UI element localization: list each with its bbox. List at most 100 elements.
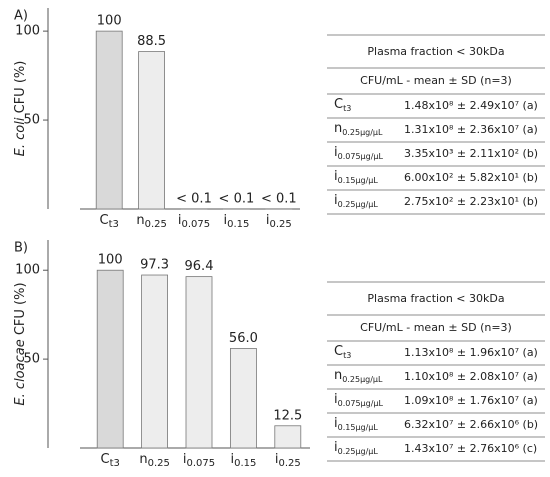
row-label-main: C xyxy=(334,97,343,112)
y-axis-label-italic: E. cloacae xyxy=(13,339,28,405)
panel-label: B) xyxy=(14,241,28,256)
row-value: 6.00x10² ± 5.82x10¹ (b) xyxy=(404,171,538,184)
bar xyxy=(141,274,169,449)
x-tick-label: i0.25 xyxy=(266,213,292,231)
x-tick-label-sub: 0.075 xyxy=(186,458,215,469)
table-header: CFU/mL - mean ± SD (n=3) xyxy=(360,74,512,87)
bar xyxy=(138,51,166,210)
row-label: i0.075µg/µL xyxy=(334,145,383,161)
row-value: 1.43x10⁷ ± 2.76x10⁶ (c) xyxy=(404,442,537,455)
panel-label: A) xyxy=(14,9,28,24)
y-axis-label: E. coli CFU (%) xyxy=(13,61,28,157)
x-tick-label-sub: 0.25 xyxy=(278,458,300,469)
row-label: i0.075µg/µL xyxy=(334,392,383,408)
row-label: i0.15µg/µL xyxy=(334,416,378,432)
x-tick-label: n0.25 xyxy=(139,452,170,470)
x-tick-label: Ct3 xyxy=(101,452,120,470)
value-label: 56.0 xyxy=(229,331,258,346)
row-label-sub: 0.075µg/µL xyxy=(338,152,384,161)
row-label-sub: 0.25µg/µL xyxy=(342,375,383,384)
row-value: 3.35x10³ ± 2.11x10² (b) xyxy=(404,147,538,160)
x-tick-label: i0.15 xyxy=(223,213,249,231)
y-tick-label: 50 xyxy=(23,352,40,367)
y-axis-label: E. cloacae CFU (%) xyxy=(13,282,28,405)
x-tick-label: i0.25 xyxy=(275,452,301,470)
x-tick-label-sub: 0.25 xyxy=(145,219,167,230)
value-label: < 0.1 xyxy=(261,191,297,206)
x-tick-label-main: i xyxy=(183,452,187,467)
bar xyxy=(229,348,257,449)
x-tick-label-main: i xyxy=(266,213,270,228)
row-label: n0.25µg/µL xyxy=(334,368,383,384)
row-label: i0.15µg/µL xyxy=(334,169,378,185)
row-label-main: i xyxy=(334,440,338,455)
row-label-main: i xyxy=(334,145,338,160)
table-title: Plasma fraction < 30kDa xyxy=(367,292,504,305)
value-label: 88.5 xyxy=(137,34,166,49)
row-label-sub: t3 xyxy=(343,104,351,113)
row-label: Ct3 xyxy=(334,97,351,113)
row-label-sub: 0.25µg/µL xyxy=(342,128,383,137)
x-tick-label-main: C xyxy=(100,213,109,228)
x-tick-label: i0.075 xyxy=(178,213,210,231)
row-label-main: n xyxy=(334,368,342,383)
x-tick-label-sub: 0.25 xyxy=(148,458,170,469)
value-label: < 0.1 xyxy=(219,191,255,206)
y-axis-label-rest: CFU (%) xyxy=(13,282,28,335)
row-value: 1.10x10⁸ ± 2.08x10⁷ (a) xyxy=(404,370,538,383)
x-tick-label-main: n xyxy=(136,213,144,228)
bar xyxy=(95,30,123,210)
x-tick-label-main: i xyxy=(178,213,182,228)
table-header: CFU/mL - mean ± SD (n=3) xyxy=(360,321,512,334)
value-label: 12.5 xyxy=(273,408,302,423)
row-label-sub: 0.25µg/µL xyxy=(338,447,379,456)
row-value: 6.32x10⁷ ± 2.66x10⁶ (b) xyxy=(404,418,538,431)
row-label-sub: t3 xyxy=(343,351,351,360)
x-tick-label: n0.25 xyxy=(136,213,167,231)
row-label: i0.25µg/µL xyxy=(334,193,378,209)
x-tick-label-sub: t3 xyxy=(109,219,119,230)
y-tick-label: 100 xyxy=(15,24,40,39)
y-axis-label-rest: CFU (%) xyxy=(13,61,28,114)
row-label-main: i xyxy=(334,392,338,407)
y-axis-label-italic: E. coli xyxy=(13,117,28,156)
value-label: 100 xyxy=(98,253,123,268)
row-value: 1.48x10⁸ ± 2.49x10⁷ (a) xyxy=(404,99,538,112)
y-tick-label: 50 xyxy=(23,113,40,128)
x-tick-label-main: C xyxy=(101,452,110,467)
y-tick-label: 100 xyxy=(15,263,40,278)
x-tick-label-sub: 0.075 xyxy=(181,219,210,230)
value-label: 96.4 xyxy=(185,259,214,274)
row-value: 2.75x10² ± 2.23x10¹ (b) xyxy=(404,195,538,208)
x-tick-label-main: n xyxy=(139,452,147,467)
row-label-sub: 0.075µg/µL xyxy=(338,399,384,408)
x-tick-label: i0.075 xyxy=(183,452,215,470)
x-tick-label-sub: t3 xyxy=(110,458,120,469)
row-label: i0.25µg/µL xyxy=(334,440,378,456)
row-value: 1.09x10⁸ ± 1.76x10⁷ (a) xyxy=(404,394,538,407)
bar xyxy=(274,425,302,449)
row-label-main: C xyxy=(334,344,343,359)
bar xyxy=(96,269,124,449)
value-label: < 0.1 xyxy=(176,191,212,206)
row-value: 1.13x10⁸ ± 1.96x10⁷ (a) xyxy=(404,346,538,359)
row-label-main: i xyxy=(334,169,338,184)
table-title: Plasma fraction < 30kDa xyxy=(367,45,504,58)
value-label: 97.3 xyxy=(140,258,169,273)
row-label-main: n xyxy=(334,121,342,136)
x-tick-label-sub: 0.15 xyxy=(234,458,256,469)
x-tick-label-sub: 0.25 xyxy=(269,219,291,230)
bar xyxy=(185,276,213,449)
row-label-sub: 0.25µg/µL xyxy=(338,200,379,209)
x-tick-label-main: i xyxy=(230,452,234,467)
x-tick-label: Ct3 xyxy=(100,213,119,231)
x-tick-label-sub: 0.15 xyxy=(227,219,249,230)
row-label-main: i xyxy=(334,416,338,431)
value-label: 100 xyxy=(97,14,122,29)
x-tick-label: i0.15 xyxy=(230,452,256,470)
row-label-main: i xyxy=(334,193,338,208)
row-label-sub: 0.15µg/µL xyxy=(338,176,379,185)
x-tick-label-main: i xyxy=(275,452,279,467)
row-label-sub: 0.15µg/µL xyxy=(338,423,379,432)
